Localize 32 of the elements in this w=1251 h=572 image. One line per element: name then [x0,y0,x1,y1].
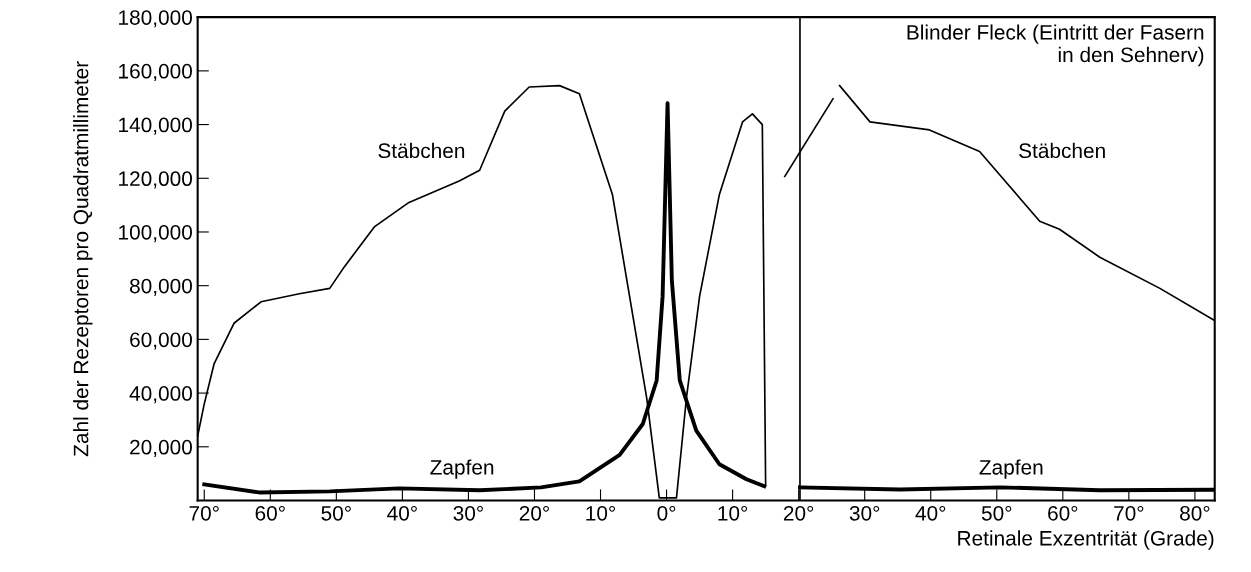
y-tick-label: 100,000 [119,224,192,243]
x-axis-title: Retinale Exzentrität (Grade) [958,530,1214,550]
y-tick-label: 160,000 [119,63,192,82]
annotation: Blinder Fleck (Eintritt der Fasern in den Sehnerv) [907,24,1204,67]
y-tick-label: 180,000 [119,10,192,28]
x-tick-label: 0° [657,505,676,521]
x-tick-label: 20° [519,505,549,521]
x-tick-label: 40° [915,505,946,521]
y-axis-title: Zahl der Rezeptoren pro Quadratmillimeter [73,61,93,457]
x-tick-label: 20° [783,505,814,521]
x-tick-label: 40° [387,505,417,521]
annotation: Zapfen [430,459,494,479]
x-tick-label: 70° [1114,505,1144,521]
x-tick-label: 50° [981,505,1012,521]
x-tick-label: 30° [849,505,880,521]
x-tick-label: 50° [321,505,351,521]
x-tick-label: 80° [1180,505,1210,521]
x-tick-label: 60° [1048,505,1078,521]
y-tick-label: 60,000 [130,332,192,350]
annotation: Zapfen [979,459,1043,479]
x-tick-label: 10° [718,505,748,521]
x-tick-label: 60° [255,505,285,521]
x-tick-label: 10° [586,505,616,521]
x-tick-label: 30° [453,505,483,521]
y-tick-label: 20,000 [130,439,192,458]
y-tick-label: 40,000 [129,386,192,404]
y-tick-label: 80,000 [129,278,192,296]
annotation: Stäbchen [1019,142,1105,159]
x-tick-label: 70° [189,505,219,521]
y-tick-label: 140,000 [119,117,192,135]
y-tick-label: 120,000 [119,171,192,189]
annotation: Stäbchen [378,142,465,159]
